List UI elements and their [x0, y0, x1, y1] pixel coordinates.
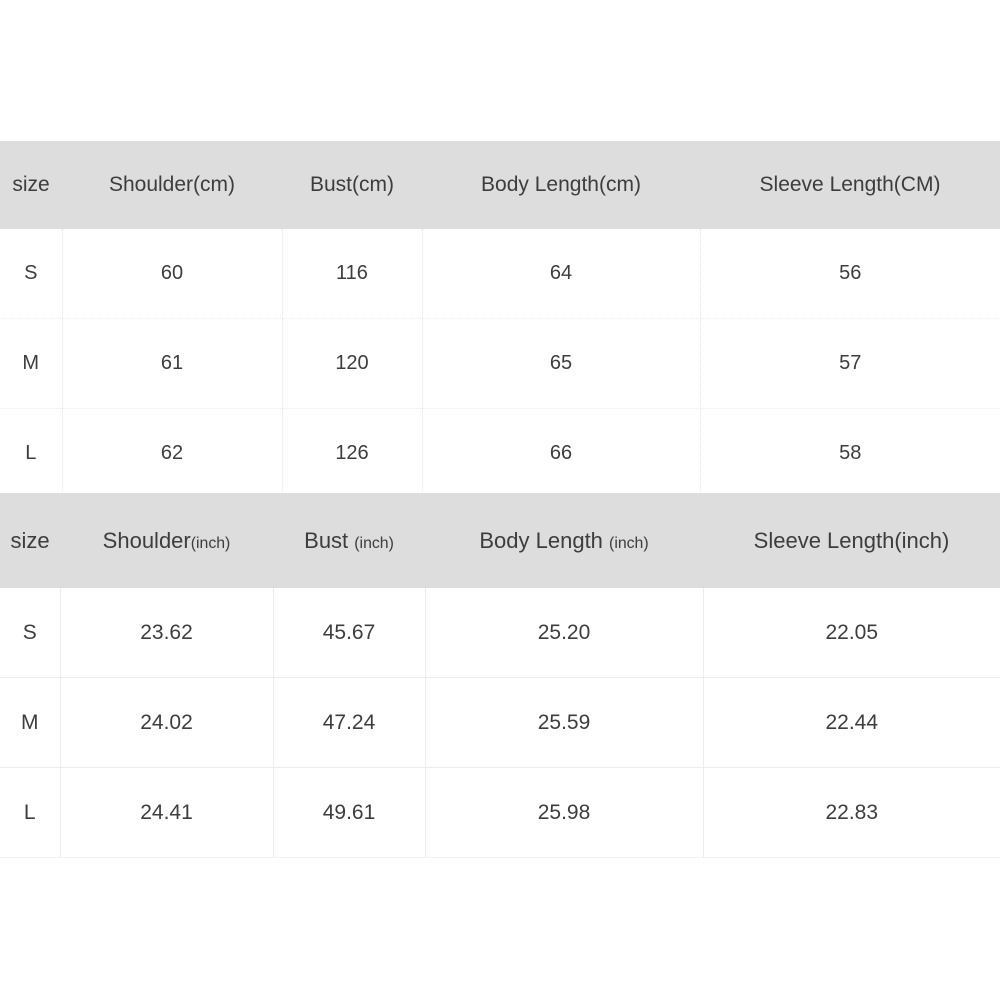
column-header-shoulder-inch: Shoulder(inch) [60, 493, 273, 588]
cell-sleeve-length: 22.83 [703, 767, 1000, 858]
cell-bust: 47.24 [273, 677, 426, 768]
cell-shoulder: 24.41 [60, 767, 274, 858]
header-unit-label: (inch) [609, 534, 649, 552]
column-header-sleeve-length-cm: Sleeve Length(CM) [700, 141, 1000, 229]
cell-bust: 49.61 [273, 767, 426, 858]
cell-size: S [0, 229, 63, 319]
table-row: S 60 116 64 56 [0, 229, 1000, 319]
cell-bust: 116 [282, 229, 423, 319]
cell-body-length: 25.98 [425, 767, 704, 858]
header-label-main: Body Length [479, 527, 610, 553]
column-header-size-cm: size [0, 141, 62, 229]
cell-shoulder: 23.62 [60, 588, 274, 678]
column-header-sleeve-length-inch: Sleeve Length(inch) [703, 493, 1000, 588]
cell-sleeve-length: 56 [700, 229, 1000, 319]
table-header-row-inch: size Shoulder(inch) Bust (inch) Body Len… [0, 493, 1000, 588]
table-row: M 61 120 65 57 [0, 318, 1000, 409]
cell-shoulder: 62 [62, 408, 283, 498]
cell-body-length: 66 [422, 408, 701, 498]
cell-size: M [0, 677, 61, 768]
table-row: S 23.62 45.67 25.20 22.05 [0, 588, 1000, 678]
cell-shoulder: 60 [62, 229, 283, 319]
cell-sleeve-length: 57 [700, 318, 1000, 409]
cell-shoulder: 24.02 [60, 677, 274, 768]
column-header-shoulder-cm: Shoulder(cm) [62, 141, 282, 229]
column-header-body-length-cm: Body Length(cm) [422, 141, 700, 229]
table-row: M 24.02 47.24 25.59 22.44 [0, 677, 1000, 768]
cell-bust: 120 [282, 318, 423, 409]
cell-shoulder: 61 [62, 318, 283, 409]
column-header-body-length-inch: Body Length (inch) [425, 493, 703, 588]
table-header-row-cm: size Shoulder(cm) Bust(cm) Body Length(c… [0, 141, 1000, 229]
header-label-main: Shoulder [102, 527, 191, 553]
size-table-cm: size Shoulder(cm) Bust(cm) Body Length(c… [0, 141, 1000, 498]
cell-body-length: 64 [422, 229, 701, 319]
column-header-bust-inch: Bust (inch) [273, 493, 425, 588]
cell-bust: 126 [282, 408, 423, 498]
cell-sleeve-length: 22.44 [703, 677, 1000, 768]
header-unit-label: (inch) [190, 534, 231, 552]
cell-body-length: 65 [422, 318, 701, 409]
table-row: L 24.41 49.61 25.98 22.83 [0, 767, 1000, 858]
cell-body-length: 25.20 [425, 588, 704, 678]
table-row: L 62 126 66 58 [0, 408, 1000, 498]
cell-size: M [0, 318, 63, 409]
cell-size: S [0, 588, 61, 678]
column-header-size-inch: size [0, 493, 60, 588]
cell-body-length: 25.59 [425, 677, 704, 768]
column-header-bust-cm: Bust(cm) [282, 141, 422, 229]
cell-size: L [0, 408, 63, 498]
cell-sleeve-length: 58 [700, 408, 1000, 498]
cell-sleeve-length: 22.05 [703, 588, 1000, 678]
header-label-main: Bust [304, 527, 355, 553]
cell-bust: 45.67 [273, 588, 426, 678]
header-unit-label: (inch) [354, 534, 394, 552]
cell-size: L [0, 767, 61, 858]
size-table-inch: size Shoulder(inch) Bust (inch) Body Len… [0, 493, 1000, 858]
